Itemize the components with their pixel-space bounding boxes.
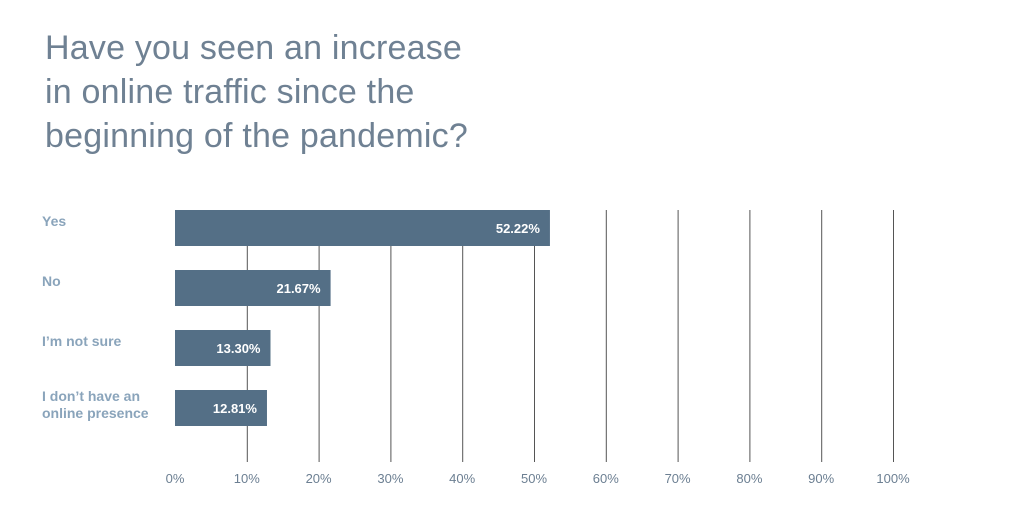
x-tick-label: 80% (736, 471, 762, 486)
chart-title-line-2: in online traffic since the (45, 73, 415, 111)
data-label: 21.67% (276, 281, 321, 296)
x-tick-label: 40% (449, 471, 475, 486)
category-label: Yes (42, 213, 66, 229)
data-label: 52.22% (496, 221, 541, 236)
category-label-line: Yes (42, 213, 66, 229)
x-tick-labels: 0% 10% 20% 30% 40% 50% 60% 70% 80% 90% 100% (166, 471, 910, 486)
chart-title-line-1: Have you seen an increase (45, 29, 463, 67)
category-labels: Yes No I’m not sure I don’t have an online p… (42, 213, 149, 421)
chart-title: Have you seen an increase in online traf… (45, 26, 605, 158)
category-label-line: I don’t have an (42, 388, 140, 404)
category-label-line: No (42, 273, 61, 289)
x-tick-label: 90% (808, 471, 834, 486)
bar (175, 210, 550, 246)
bar (175, 330, 271, 366)
x-tick-label: 100% (876, 471, 910, 486)
bars (175, 210, 550, 426)
x-tick-label: 50% (521, 471, 547, 486)
x-tick-label: 0% (166, 471, 185, 486)
data-label: 12.81% (213, 401, 258, 416)
bar (175, 390, 267, 426)
category-label: I don’t have an online presence (42, 388, 149, 421)
value-labels: 52.22% 21.67% 13.30% 12.81% (213, 221, 540, 416)
bar (175, 270, 331, 306)
x-tick-label: 10% (234, 471, 260, 486)
x-tick-label: 70% (665, 471, 691, 486)
grid-lines (246, 210, 894, 462)
x-tick-label: 60% (593, 471, 619, 486)
category-label-line: I’m not sure (42, 333, 122, 349)
data-label: 13.30% (216, 341, 261, 356)
x-tick-label: 30% (377, 471, 403, 486)
category-label: I’m not sure (42, 333, 122, 349)
chart-title-line-3: beginning of the pandemic? (45, 117, 468, 155)
category-label: No (42, 273, 61, 289)
category-label-line: online presence (42, 405, 149, 421)
x-tick-label: 20% (306, 471, 332, 486)
